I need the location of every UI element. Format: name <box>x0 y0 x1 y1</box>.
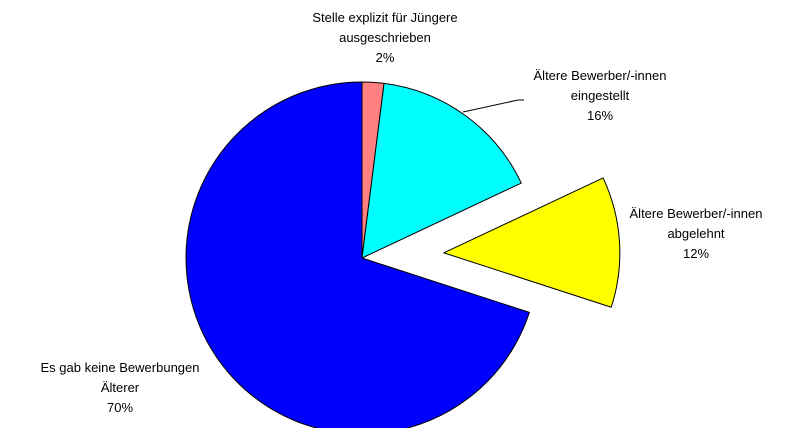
pie-slice-4 <box>185 81 530 428</box>
slice-label-3: Ältere Bewerber/-innen abgelehnt 12% <box>630 206 763 261</box>
leader-line-2 <box>462 99 524 113</box>
slice-percent: 2% <box>376 50 395 65</box>
slice-labels: Stelle explizit für Jüngere ausgeschriebe… <box>40 10 762 415</box>
slice-label-line: Stelle explizit für Jüngere <box>312 10 457 25</box>
slice-label-4: Es gab keine Bewerbungen Älterer 70% <box>40 360 199 415</box>
pie-slice-2 <box>361 82 522 259</box>
slice-label-2: Ältere Bewerber/-innen eingestellt 16% <box>534 68 667 123</box>
slice-label-line: Älterer <box>101 380 140 395</box>
leader-lines <box>462 99 524 113</box>
slice-label-line: Ältere Bewerber/-innen <box>534 68 667 83</box>
pie-slice-3 <box>443 177 621 308</box>
slice-percent: 70% <box>107 400 133 415</box>
slice-label-1: Stelle explizit für Jüngere ausgeschriebe… <box>312 10 457 65</box>
slice-percent: 12% <box>683 246 709 261</box>
slice-label-line: abgelehnt <box>667 226 724 241</box>
slice-percent: 16% <box>587 108 613 123</box>
slice-label-line: Ältere Bewerber/-innen <box>630 206 763 221</box>
slice-label-line: Es gab keine Bewerbungen <box>40 360 199 375</box>
slice-label-line: ausgeschrieben <box>339 30 431 45</box>
slice-label-line: eingestellt <box>571 88 630 103</box>
pie-slices <box>185 81 621 428</box>
